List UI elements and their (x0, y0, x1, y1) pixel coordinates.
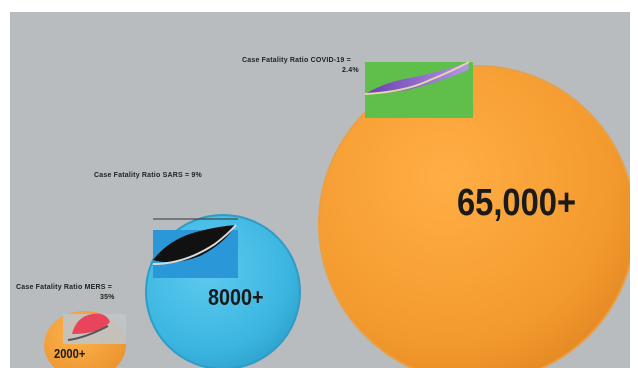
infographic-canvas: Case Fatality Ratio COVID-19 = 2.4% Case… (10, 12, 630, 368)
mers-cfr-label-line1: Case Fatality Ratio MERS = (16, 284, 113, 291)
mers-wedge-edge (67, 325, 109, 341)
covid-wedge-shape (365, 62, 469, 94)
bubble-graphic (44, 61, 630, 368)
sars-value-label: 8000+ (208, 284, 264, 310)
covid-wedge-edge (364, 61, 470, 95)
covid-circle (318, 65, 630, 368)
covid-bubble (318, 61, 630, 368)
covid-cfr-label-line2: 2.4% (342, 67, 359, 74)
covid-cfr-label-line1: Case Fatality Ratio COVID-19 = (242, 57, 351, 64)
sars-wedge-edge (152, 224, 237, 265)
mers-bubble (44, 311, 126, 368)
mers-value-label: 2000+ (54, 346, 86, 361)
covid-value-label: 65,000+ (457, 182, 577, 224)
sars-bubble (145, 214, 301, 368)
sars-cfr-label: Case Fatality Ratio SARS = 9% (94, 172, 202, 179)
sars-wedge-shape (153, 225, 236, 263)
mers-cfr-label-line2: 35% (100, 294, 115, 301)
